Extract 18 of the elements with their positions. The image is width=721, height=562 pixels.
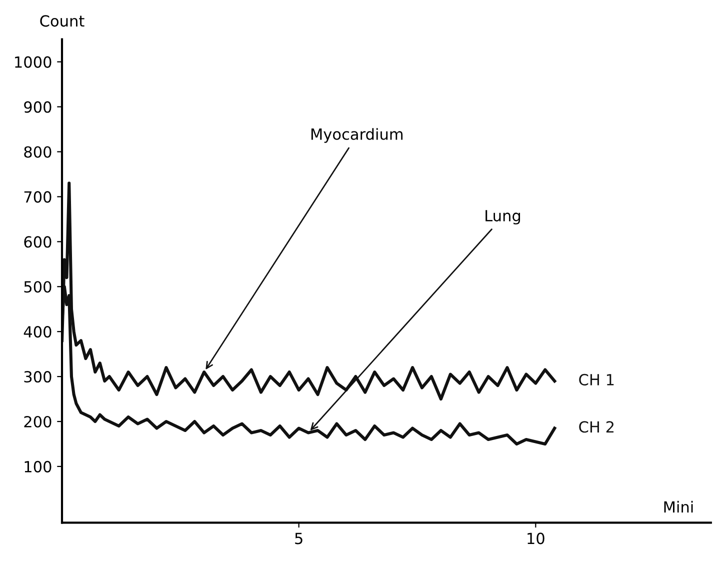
x-tick-label: 5 xyxy=(295,532,302,544)
annotation: Lung xyxy=(486,210,520,224)
y-tick-label: 1000 xyxy=(15,56,52,68)
x-axis-title: Mini xyxy=(664,500,693,513)
y-tick-label: 200 xyxy=(24,416,52,428)
y-tick-label: 800 xyxy=(24,146,52,158)
y-tick-label: 400 xyxy=(24,326,52,338)
y-tick-label: 700 xyxy=(24,191,52,203)
y-tick-label: 300 xyxy=(24,371,52,383)
y-tick-label: 600 xyxy=(24,236,52,248)
x-tick-label: 10 xyxy=(528,532,544,544)
annotation: Myocardium xyxy=(311,128,403,143)
y-tick-label: 100 xyxy=(24,460,52,472)
series-label: CH 1 xyxy=(579,374,614,386)
y-axis-title: Count xyxy=(40,15,84,27)
series-label: CH 2 xyxy=(579,421,614,433)
y-tick-label: 500 xyxy=(24,281,52,293)
y-tick-label: 900 xyxy=(24,101,52,113)
